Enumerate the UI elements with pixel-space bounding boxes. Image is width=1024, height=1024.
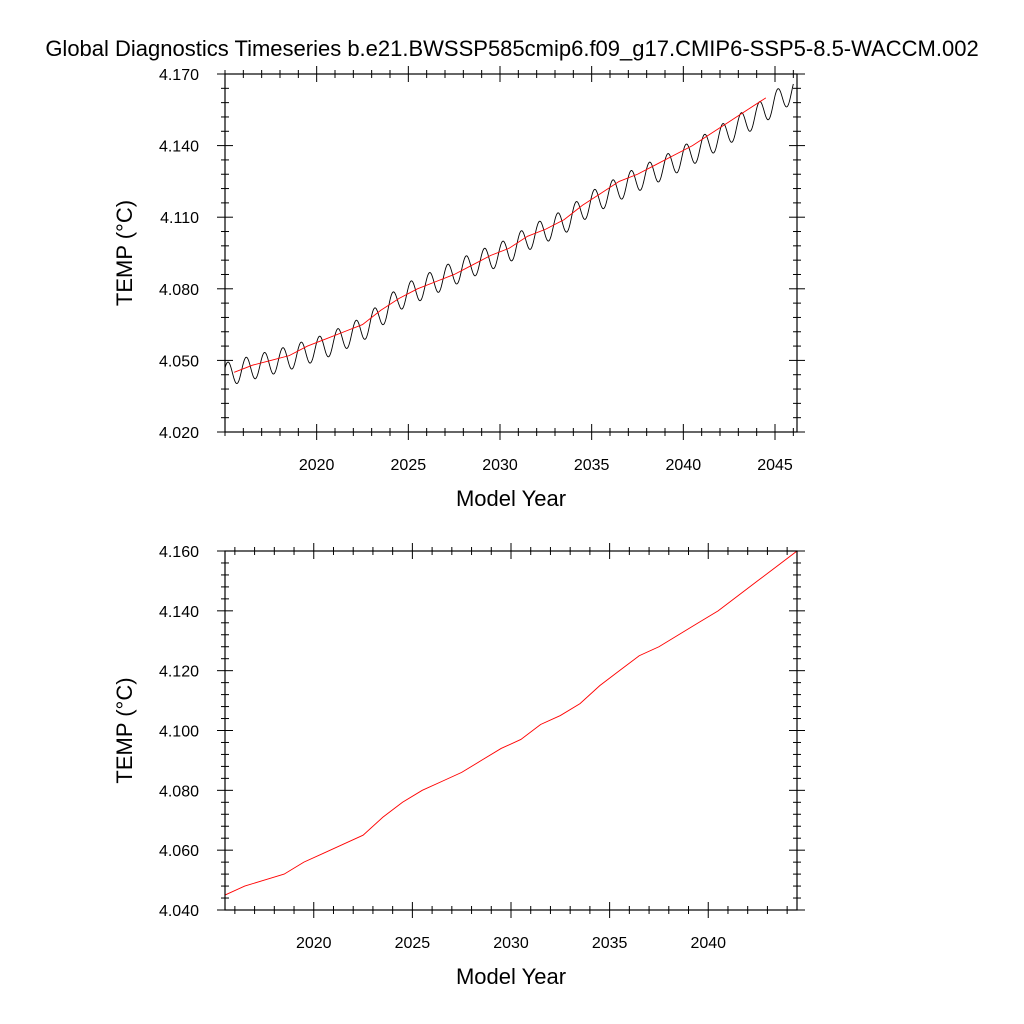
y-tick-label: 4.040	[159, 903, 199, 920]
chart-title: Global Diagnostics Timeseries b.e21.BWSS…	[45, 36, 979, 61]
x-tick-label: 2035	[592, 935, 628, 952]
y-tick-label: 4.140	[159, 139, 199, 156]
series-line-annual-mean	[225, 551, 797, 896]
y-tick-label: 4.100	[159, 724, 199, 741]
plot-frame	[224, 73, 798, 433]
x-tick-label: 2045	[757, 457, 793, 474]
y-tick-label: 4.110	[160, 210, 199, 227]
series-line-annual-mean	[234, 97, 767, 373]
series-group	[225, 551, 797, 896]
x-tick-label: 2030	[482, 457, 518, 474]
plot-frame	[224, 550, 798, 911]
y-axis-label: TEMP (°C)	[112, 677, 137, 783]
y-axis-label: TEMP (°C)	[112, 200, 137, 306]
series-group	[225, 83, 794, 385]
y-tick-label: 4.170	[159, 67, 199, 84]
x-tick-label: 2025	[395, 935, 431, 952]
y-tick-label: 4.080	[159, 282, 199, 299]
y-tick-label: 4.140	[159, 604, 199, 621]
y-tick-label: 4.080	[159, 783, 199, 800]
y-tick-label: 4.060	[159, 843, 199, 860]
y-tick-label: 4.160	[159, 544, 199, 561]
x-tick-label: 2040	[666, 457, 702, 474]
y-tick-label: 4.120	[159, 664, 199, 681]
series-line-monthly	[225, 83, 794, 385]
x-tick-label: 2040	[690, 935, 726, 952]
y-tick-label: 4.050	[159, 353, 199, 370]
x-tick-label: 2035	[574, 457, 610, 474]
y-tick-label: 4.020	[159, 425, 199, 442]
chart-panel-bottom: 2020 2025 2030 2035 2040 4.040 4.060 4.080 4.100…	[112, 543, 805, 989]
x-tick-label: 2020	[299, 457, 335, 474]
x-tick-label: 2020	[296, 935, 332, 952]
x-axis-label: Model Year	[456, 964, 566, 989]
chart-panel-top: 2020 2025 2030 2035 2040 2045 4.020 4.050 4.080 4…	[112, 66, 805, 511]
x-tick-label: 2030	[493, 935, 529, 952]
x-axis-label: Model Year	[456, 486, 566, 511]
x-tick-label: 2025	[391, 457, 427, 474]
